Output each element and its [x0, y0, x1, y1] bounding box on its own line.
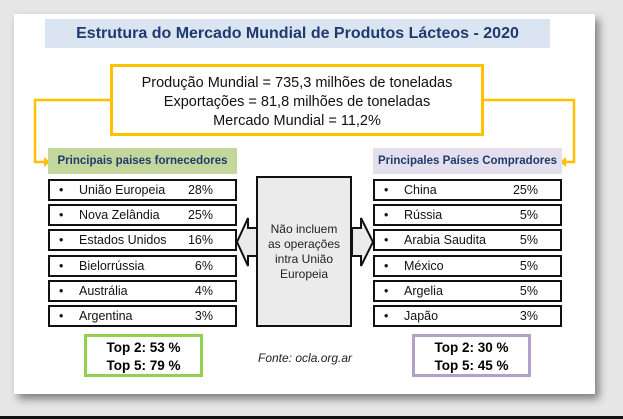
page-title: Estrutura do Mercado Mundial de Produtos… — [45, 19, 550, 48]
suppliers-list-item: • Bielorrússia 6% — [48, 254, 237, 277]
buyers-top2: Top 2: 30 % — [434, 340, 509, 355]
suppliers-top5: Top 5: 79 % — [106, 358, 181, 373]
bullet: • — [384, 283, 389, 298]
country-share: 3% — [519, 309, 538, 323]
right-block-arrow — [351, 217, 375, 267]
country-name: Japão — [404, 309, 439, 323]
divider — [0, 416, 623, 419]
production-text: Produção Mundial = 735,3 milhões de tone… — [141, 75, 453, 91]
bullet: • — [384, 258, 389, 273]
buyers-list-item: • China 25% — [373, 179, 562, 201]
country-share: 4% — [194, 283, 213, 298]
country-share: 5% — [519, 258, 538, 273]
country-name: União Europeia — [79, 183, 166, 197]
buyers-header: Principales Países Compradores — [373, 148, 562, 174]
bullet: • — [59, 258, 64, 273]
note-line: Europeia — [279, 267, 329, 281]
country-name: Argentina — [79, 309, 133, 323]
country-share: 16% — [187, 233, 213, 248]
buyers-list-item: • México 5% — [373, 254, 562, 277]
buyers-list-item: • Argelia 5% — [373, 279, 562, 302]
country-name: México — [404, 258, 444, 273]
suppliers-top2: Top 2: 53 % — [106, 340, 181, 355]
bullet: • — [59, 309, 64, 323]
suppliers-list-item: • Argentina 3% — [48, 305, 237, 327]
bullet: • — [384, 208, 389, 223]
country-share: 5% — [519, 233, 538, 248]
bullet: • — [384, 309, 389, 323]
country-name: Austrália — [79, 283, 128, 298]
exports-text: Exportações = 81,8 milhões de toneladas — [163, 94, 431, 110]
country-share: 28% — [187, 183, 213, 197]
buyers-top5: Top 5: 45 % — [434, 358, 509, 373]
country-share: 5% — [519, 208, 538, 223]
left-block-arrow — [235, 217, 258, 267]
source-caption: Fonte: ocla.org.ar — [258, 351, 353, 365]
left-connector-arrow — [33, 98, 110, 164]
country-name: Bielorrússia — [79, 258, 145, 273]
bullet: • — [59, 208, 64, 223]
note-line: as operações — [267, 237, 341, 251]
bullet: • — [59, 233, 64, 248]
country-name: Arabia Saudita — [404, 233, 487, 248]
country-share: 3% — [194, 309, 213, 323]
country-share: 25% — [187, 208, 213, 223]
buyers-top-summary: Top 2: 30 % Top 5: 45 % — [412, 334, 531, 377]
suppliers-list-item: • Estados Unidos 16% — [48, 229, 237, 252]
bullet: • — [59, 183, 64, 197]
note-line: intra União — [274, 252, 334, 266]
country-share: 6% — [194, 258, 213, 273]
right-connector-arrow — [484, 98, 576, 164]
country-name: Rússia — [404, 208, 443, 223]
buyers-list-item: • Japão 3% — [373, 305, 562, 327]
country-share: 25% — [512, 183, 538, 197]
suppliers-header: Principais paises fornecedores — [48, 148, 237, 174]
country-name: Nova Zelândia — [79, 208, 160, 223]
country-name: Estados Unidos — [79, 233, 167, 248]
note-line: Não incluem — [270, 222, 338, 236]
buyers-list-item: • Rússia 5% — [373, 204, 562, 227]
suppliers-list-item: • Nova Zelândia 25% — [48, 204, 237, 227]
country-share: 5% — [519, 283, 538, 298]
bullet: • — [59, 283, 64, 298]
market-share-text: Mercado Mundial = 11,2% — [213, 113, 381, 129]
suppliers-top-summary: Top 2: 53 % Top 5: 79 % — [84, 334, 203, 377]
bullet: • — [384, 183, 389, 197]
suppliers-list-item: • Austrália 4% — [48, 279, 237, 302]
bullet: • — [384, 233, 389, 248]
right-arrowhead — [560, 157, 566, 167]
country-name: Argelia — [404, 283, 443, 298]
center-note-box: Não incluem as operações intra União Eur… — [256, 176, 352, 327]
country-name: China — [404, 183, 437, 197]
left-arrowhead — [44, 157, 50, 167]
market-summary-box: Produção Mundial = 735,3 milhões de tone… — [110, 64, 484, 136]
buyers-list-item: • Arabia Saudita 5% — [373, 229, 562, 252]
suppliers-list-item: • União Europeia 28% — [48, 179, 237, 201]
